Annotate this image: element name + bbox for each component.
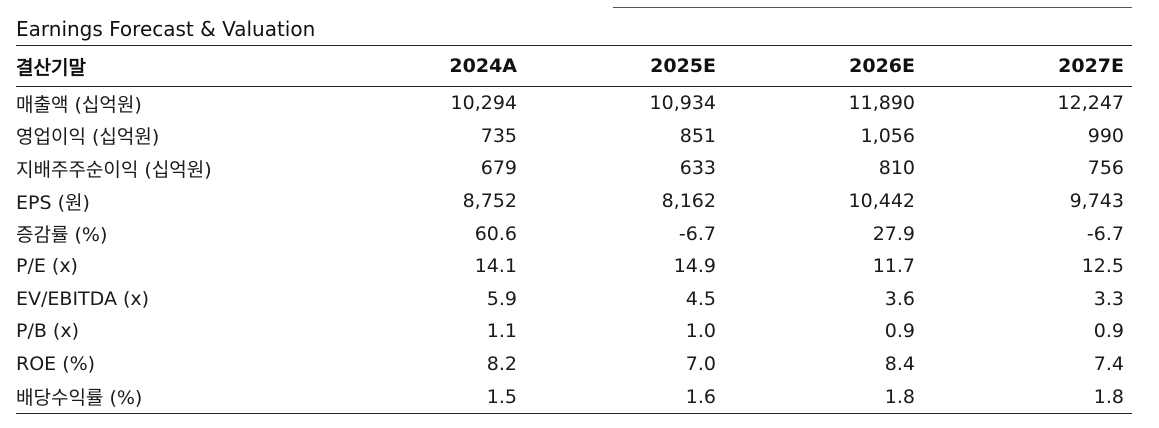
table-row-ev-ebitda: EV/EBITDA (x) 5.9 4.5 3.6 3.3: [16, 283, 1132, 316]
header-2027e: 2027E: [1058, 55, 1124, 77]
cell-value: 633: [679, 157, 716, 180]
cell-value: 756: [1087, 157, 1124, 180]
cell-value: 8.4: [884, 353, 915, 376]
row-label: P/B (x): [16, 320, 80, 343]
table-row-operating-profit: 영업이익 (십억원) 735 851 1,056 990: [16, 120, 1132, 153]
cell-value: 1.5: [486, 385, 517, 408]
earnings-forecast-table: 결산기말 2024A 2025E 2026E 2027E 매출액 (십억원) 1…: [16, 45, 1132, 414]
header-2026e: 2026E: [849, 55, 915, 77]
cell-value: 1.6: [685, 385, 716, 408]
cell-value: 8,752: [462, 190, 517, 213]
table-row-dividend-yield: 배당수익률 (%) 1.5 1.6 1.8 1.8: [16, 380, 1132, 414]
cell-value: -6.7: [678, 222, 716, 245]
cell-value: 7.4: [1093, 353, 1124, 376]
table-row-pb: P/B (x) 1.1 1.0 0.9 0.9: [16, 315, 1132, 348]
header-fiscal-year-end: 결산기말: [16, 56, 86, 79]
table-title: Earnings Forecast & Valuation: [16, 17, 316, 41]
cell-value: 851: [679, 124, 716, 147]
row-label: 배당수익률 (%): [16, 387, 143, 410]
row-label: 매출액 (십억원): [16, 93, 142, 116]
cell-value: 11.7: [872, 255, 915, 278]
row-label: 영업이익 (십억원): [16, 126, 160, 149]
cell-value: 810: [878, 157, 915, 180]
cell-value: 27.9: [872, 222, 915, 245]
top-divider: [613, 7, 1132, 8]
cell-value: 11,890: [848, 92, 915, 115]
table-row-pe: P/E (x) 14.1 14.9 11.7 12.5: [16, 250, 1132, 283]
cell-value: 1.0: [685, 320, 716, 343]
table-row-growth-rate: 증감률 (%) 60.6 -6.7 27.9 -6.7: [16, 217, 1132, 250]
cell-value: 1.8: [1093, 385, 1124, 408]
row-label: 지배주주순이익 (십억원): [16, 158, 212, 181]
cell-value: 3.6: [884, 287, 915, 310]
table-header-row: 결산기말 2024A 2025E 2026E 2027E: [16, 45, 1132, 87]
row-label: P/E (x): [16, 255, 78, 278]
cell-value: 990: [1087, 124, 1124, 147]
cell-value: 1.1: [486, 320, 517, 343]
earnings-table-container: 결산기말 2024A 2025E 2026E 2027E 매출액 (십억원) 1…: [16, 45, 1132, 414]
cell-value: 10,442: [848, 190, 915, 213]
cell-value: 14.1: [474, 255, 517, 278]
cell-value: 1,056: [860, 124, 915, 147]
cell-value: 9,743: [1069, 190, 1124, 213]
table-row-revenue: 매출액 (십억원) 10,294 10,934 11,890 12,247: [16, 87, 1132, 120]
cell-value: 4.5: [685, 287, 716, 310]
cell-value: -6.7: [1086, 222, 1124, 245]
cell-value: 0.9: [1093, 320, 1124, 343]
table-row-roe: ROE (%) 8.2 7.0 8.4 7.4: [16, 348, 1132, 381]
cell-value: 3.3: [1093, 287, 1124, 310]
header-2025e: 2025E: [650, 55, 716, 77]
row-label: EPS (원): [16, 191, 90, 214]
cell-value: 60.6: [474, 222, 517, 245]
cell-value: 1.8: [884, 385, 915, 408]
row-label: ROE (%): [16, 353, 96, 376]
cell-value: 14.9: [673, 255, 716, 278]
table-row-eps: EPS (원) 8,752 8,162 10,442 9,743: [16, 185, 1132, 218]
cell-value: 12,247: [1057, 92, 1124, 115]
cell-value: 10,934: [649, 92, 716, 115]
cell-value: 8.2: [486, 353, 517, 376]
cell-value: 679: [480, 157, 517, 180]
table-row-net-income: 지배주주순이익 (십억원) 679 633 810 756: [16, 152, 1132, 185]
cell-value: 8,162: [661, 190, 716, 213]
cell-value: 0.9: [884, 320, 915, 343]
row-label: EV/EBITDA (x): [16, 287, 150, 310]
cell-value: 7.0: [685, 353, 716, 376]
cell-value: 5.9: [486, 287, 517, 310]
cell-value: 12.5: [1081, 255, 1124, 278]
cell-value: 735: [480, 124, 517, 147]
cell-value: 10,294: [450, 92, 517, 115]
header-2024a: 2024A: [449, 55, 517, 77]
row-label: 증감률 (%): [16, 224, 108, 247]
